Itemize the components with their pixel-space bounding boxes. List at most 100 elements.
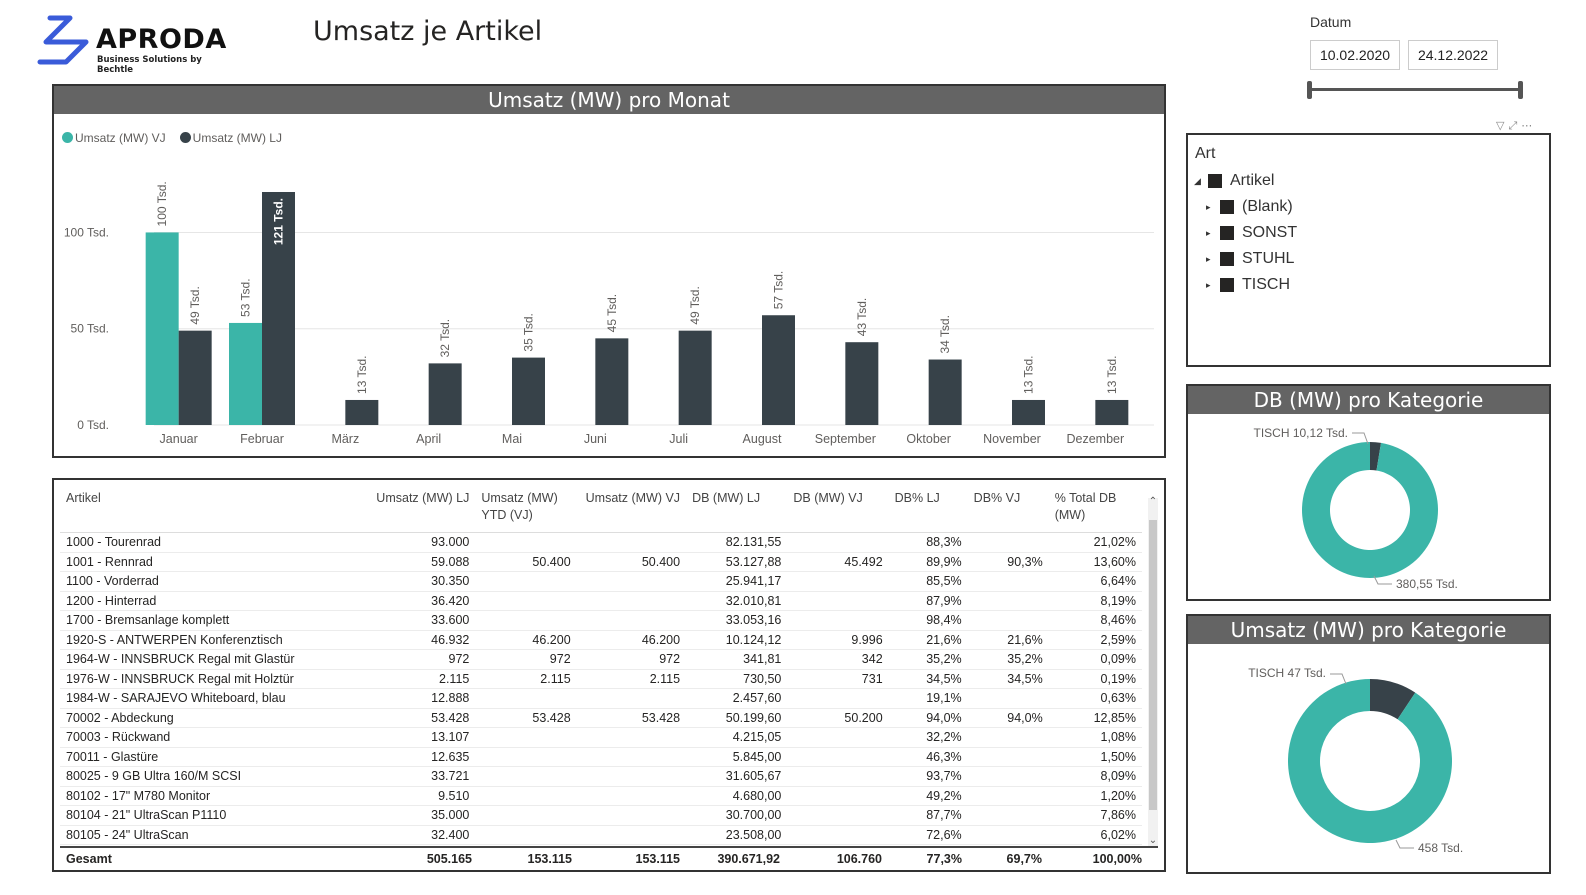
legend-item-lj[interactable]: Umsatz (MW) LJ [179,131,282,145]
more-options-icon[interactable]: ⋯ [1521,120,1537,132]
table-row[interactable]: 1700 - Bremsanlage komplett 33.600 33.053,… [60,610,1142,631]
collapse-arrow-icon[interactable]: ◢ [1194,175,1201,186]
total-umsatz-lj: 505.165 [426,852,472,866]
bar-lj[interactable] [678,330,712,425]
donut-slice[interactable] [1370,442,1382,471]
checkbox-icon[interactable] [1208,174,1222,188]
donut-slice[interactable] [1288,679,1452,843]
brand-name: APRODA [96,24,227,55]
table-cell: 49,2% [888,786,968,806]
checkbox-icon[interactable] [1220,278,1234,292]
bar-lj[interactable] [595,338,629,425]
tree-item[interactable]: ▸ SONST [1194,220,1297,246]
col-header-umsatz-lj[interactable]: Umsatz (MW) LJ [363,486,476,533]
col-header-db-pct-lj[interactable]: DB% LJ [888,486,968,533]
bar-lj[interactable] [762,315,795,425]
table-row[interactable]: 1964-W - INNSBRUCK Regal mit Glastür 972 9… [60,649,1142,670]
col-header-umsatz-ytd-vj[interactable]: Umsatz (MW) YTD (VJ) [475,486,577,533]
table-row[interactable]: 1920-S - ANTWERPEN Konferenztisch 46.932 4… [60,630,1142,650]
date-to-input[interactable]: 24.12.2022 [1408,40,1498,70]
table-cell [787,591,889,611]
bar-lj[interactable] [262,192,295,425]
bar-lj[interactable] [178,330,212,425]
x-tick-label: Mai [502,432,522,446]
table-row[interactable]: 1000 - Tourenrad 93.000 82.131,55 88,3% 21,0… [60,532,1142,553]
table-scrollbar[interactable]: ⌃ ⌄ [1148,496,1158,846]
col-header-total-db[interactable]: % Total DB (MW) [1048,486,1142,533]
bar-lj[interactable] [512,357,545,425]
table-row[interactable]: 1976-W - INNSBRUCK Regal mit Holztür 2.11… [60,669,1142,689]
table-cell: 35,2% [888,649,968,670]
table-cell: 59.088 [363,552,476,572]
table-cell: 80025 - 9 GB Ultra 160/M SCSI [60,766,364,787]
filter-icon[interactable]: ▽ [1496,120,1509,132]
table-cell [475,805,577,826]
table-row[interactable]: 80102 - 17" M780 Monitor 9.510 4.680,00 49,… [60,786,1142,806]
table-cell: 972 [576,649,687,670]
col-header-artikel[interactable]: Artikel [60,486,364,533]
col-header-umsatz-vj[interactable]: Umsatz (MW) VJ [576,486,687,533]
table-row[interactable]: 80025 - 9 GB Ultra 160/M SCSI 33.721 31.60… [60,766,1142,787]
expand-arrow-icon[interactable]: ▸ [1206,201,1211,212]
date-range-handle-start[interactable] [1307,81,1312,99]
table-row[interactable]: 80105 - 24" UltraScan 32.400 23.508,00 72,6… [60,825,1142,845]
checkbox-icon[interactable] [1220,200,1234,214]
table-row[interactable]: 70002 - Abdeckung 53.428 53.428 53.428 50.19… [60,708,1142,728]
table-row[interactable]: 1200 - Hinterrad 36.420 32.010,81 87,9% 8,19… [60,591,1142,611]
expand-arrow-icon[interactable]: ▸ [1206,279,1211,290]
table-cell [967,786,1049,806]
bar-vj[interactable] [229,322,262,425]
col-header-db-lj[interactable]: DB (MW) LJ [686,486,788,533]
bar-lj[interactable] [1012,399,1045,425]
bar-lj[interactable] [928,359,962,425]
table-row[interactable]: 1001 - Rennrad 59.088 50.400 50.400 53.127,8… [60,552,1142,572]
table-row[interactable]: 70003 - Rückwand 13.107 4.215,05 32,2% 1,08% [60,727,1142,748]
x-tick-label: August [743,432,782,446]
table-row[interactable]: 1100 - Vorderrad 30.350 25.941,17 85,5% 6,64… [60,571,1142,592]
table-cell: 2,59% [1048,630,1142,650]
checkbox-icon[interactable] [1220,252,1234,266]
tree-item[interactable]: ▸ (Blank) [1194,194,1297,220]
expand-arrow-icon[interactable]: ▸ [1206,253,1211,264]
donut-slice[interactable] [1370,679,1416,720]
legend-item-vj[interactable]: Umsatz (MW) VJ [62,131,166,145]
art-slicer-title: Art [1195,145,1216,162]
tree-item-label: SONST [1242,224,1298,241]
table-cell [475,766,577,787]
tree-item[interactable]: ▸ TISCH [1194,272,1297,298]
bar-lj[interactable] [845,342,879,425]
col-header-db-vj[interactable]: DB (MW) VJ [787,486,889,533]
article-table: Artikel Umsatz (MW) LJ Umsatz (MW) YTD (… [60,486,1142,845]
table-cell: 34,5% [888,669,968,689]
tree-item-artikel[interactable]: ◢ Artikel [1194,168,1297,194]
col-header-db-pct-vj[interactable]: DB% VJ [967,486,1049,533]
umsatz-donut-label-large: 458 Tsd. [1418,841,1463,855]
bar-lj[interactable] [428,363,462,425]
table-cell [787,688,889,709]
date-from-input[interactable]: 10.02.2020 [1310,40,1400,70]
scroll-down-icon[interactable]: ⌄ [1148,835,1158,846]
table-row[interactable]: 70011 - Glastüre 12.635 5.845,00 46,3% 1,50% [60,747,1142,767]
expand-arrow-icon[interactable]: ▸ [1206,227,1211,238]
bar-vj[interactable] [145,232,179,425]
tree-item[interactable]: ▸ STUHL [1194,246,1297,272]
table-cell: 72,6% [888,825,968,845]
date-range-handle-end[interactable] [1518,81,1523,99]
bar-data-label: 121 Tsd. [272,198,286,245]
table-cell: 50.199,60 [686,708,788,728]
bar-data-label: 49 Tsd. [688,286,702,324]
bar-lj[interactable] [345,399,379,425]
table-cell [475,747,577,767]
table-cell: 8,46% [1048,610,1142,631]
table-row[interactable]: 1984-W - SARAJEVO Whiteboard, blau 12.888… [60,688,1142,709]
table-cell [576,747,687,767]
focus-mode-icon[interactable]: ⤢ [1508,120,1522,132]
checkbox-icon[interactable] [1220,226,1234,240]
table-row[interactable]: 80104 - 21" UltraScan P1110 35.000 30.700,… [60,805,1142,826]
scroll-up-icon[interactable]: ⌃ [1148,496,1158,507]
scroll-thumb[interactable] [1149,520,1157,810]
bar-data-label: 34 Tsd. [938,315,952,353]
table-cell [576,805,687,826]
bar-lj[interactable] [1095,399,1129,425]
donut-slice[interactable] [1302,442,1438,578]
